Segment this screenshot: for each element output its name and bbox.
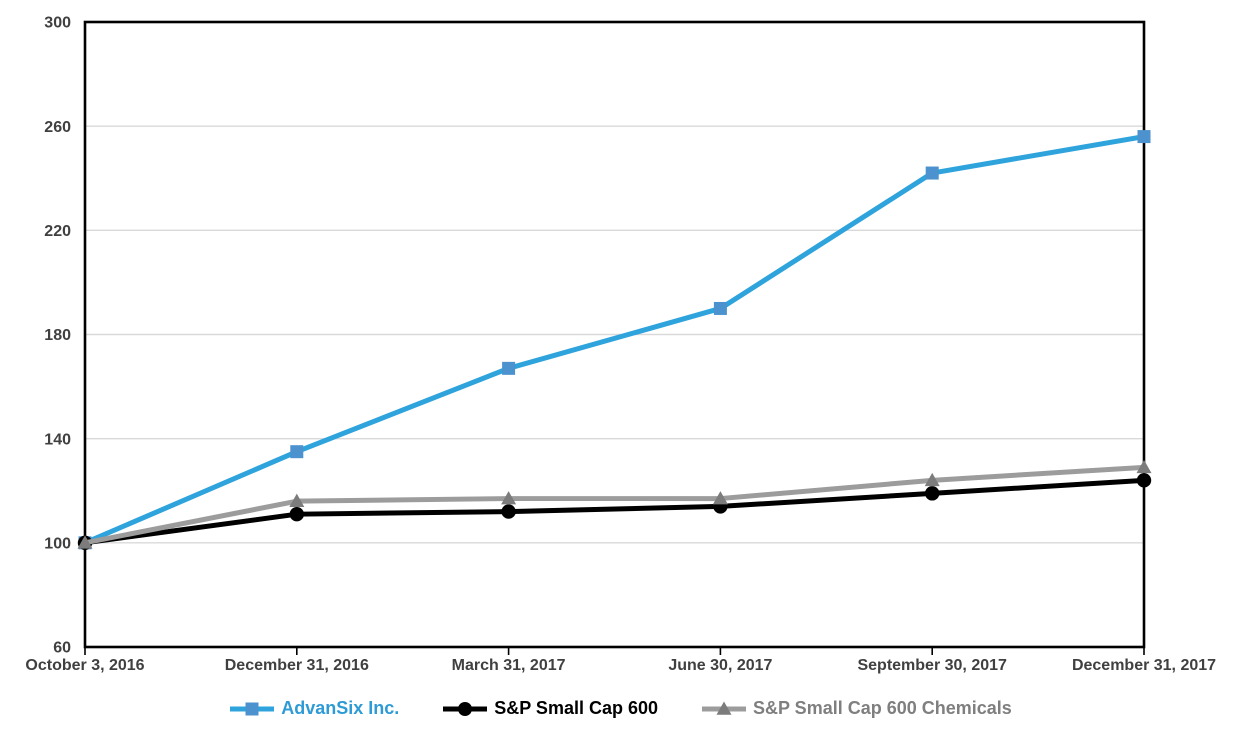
s-p-small-cap-600-marker <box>1136 473 1152 488</box>
advansix-inc-marker <box>925 166 939 180</box>
x-axis-label: December 31, 2017 <box>1072 657 1216 674</box>
s-p-small-cap-600-marker <box>925 486 940 501</box>
x-axis-label: December 31, 2016 <box>225 657 369 674</box>
advansix-inc-marker <box>290 445 304 459</box>
legend-item-advansix-inc: AdvanSix Inc. <box>230 698 399 719</box>
s-p-small-cap-600-chemicals-marker <box>289 493 305 507</box>
advansix-inc-line <box>82 134 1147 546</box>
y-axis-label: 300 <box>44 15 71 32</box>
s-p-small-cap-600-marker <box>501 504 516 519</box>
s-p-small-cap-600-chemicals-marker <box>501 491 517 505</box>
s-p-small-cap-600-legend-marker-icon <box>443 701 488 716</box>
s-p-small-cap-600-chemicals-marker <box>77 535 93 549</box>
s-p-small-cap-600-chemicals-marker <box>924 472 940 487</box>
y-axis-label: 60 <box>53 640 71 657</box>
x-axis-label: October 3, 2016 <box>25 657 144 674</box>
y-axis-label: 140 <box>44 431 71 448</box>
legend-item-s-p-small-cap-600-chemicals: S&P Small Cap 600 Chemicals <box>702 698 1012 719</box>
x-axis-label: March 31, 2017 <box>452 657 566 674</box>
s-p-small-cap-600-marker <box>289 506 304 522</box>
s-p-small-cap-600-chemicals-legend-marker-icon <box>702 701 746 715</box>
y-axis-label: 220 <box>44 223 71 240</box>
advansix-inc-marker <box>1137 130 1151 144</box>
s-p-small-cap-600-chemicals-line <box>82 464 1147 546</box>
y-axis-label: 180 <box>44 327 71 344</box>
s-p-small-cap-600-chemicals-legend-marker <box>716 701 732 715</box>
legend-label-s-p-small-cap-600-chemicals: S&P Small Cap 600 Chemicals <box>753 698 1012 718</box>
s-p-small-cap-600-line <box>82 477 1147 546</box>
legend-label-s-p-small-cap-600: S&P Small Cap 600 <box>494 698 658 718</box>
legend-label-advansix-inc: AdvanSix Inc. <box>281 698 400 718</box>
y-axis-label: 100 <box>44 535 71 552</box>
y-axis-label: 260 <box>44 119 71 136</box>
s-p-small-cap-600-chemicals-marker <box>712 491 728 505</box>
advansix-inc-marker <box>713 301 727 315</box>
s-p-small-cap-600-legend-marker <box>458 701 473 716</box>
s-p-small-cap-600-chemicals-marker <box>1136 459 1152 474</box>
x-axis-label: September 30, 2017 <box>857 657 1007 674</box>
chart-legend: AdvanSix Inc. S&P Small Cap 600 S&P Small … <box>0 698 1242 719</box>
advansix-inc-legend-marker-icon <box>230 702 275 715</box>
advansix-inc-legend-marker <box>245 702 259 715</box>
x-axis-label: June 30, 2017 <box>668 657 772 674</box>
plot-border <box>83 20 1146 649</box>
advansix-inc-marker <box>502 361 516 375</box>
legend-item-s-p-small-cap-600: S&P Small Cap 600 <box>443 698 658 719</box>
plot-area: 60 100 140 180 220 260 300 October 3, 2016 Decem… <box>25 15 1216 674</box>
